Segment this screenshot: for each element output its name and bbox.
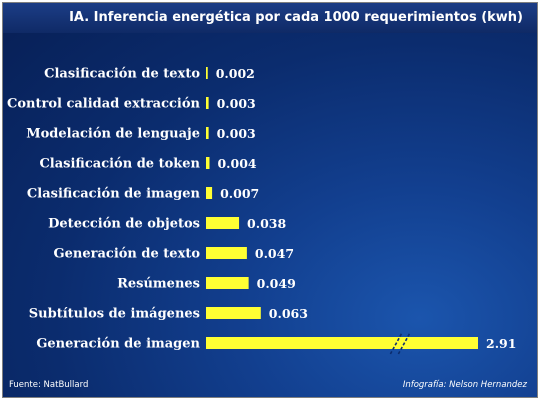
category-label: Modelación de lenguaje — [26, 127, 200, 142]
category-label: Subtítulos de imágenes — [29, 307, 200, 322]
category-label: Resúmenes — [117, 277, 200, 292]
category-label: Generación de imagen — [36, 337, 200, 352]
value-label: 0.004 — [217, 156, 256, 171]
value-label: 2.91 — [486, 336, 516, 351]
value-label: 0.007 — [220, 186, 259, 201]
bar — [206, 187, 213, 199]
category-label: Detección de objetos — [48, 217, 200, 232]
axis-break-mark — [389, 331, 404, 355]
category-label: Generación de texto — [54, 247, 201, 262]
value-label: 0.049 — [257, 276, 296, 291]
value-label: 0.002 — [216, 66, 255, 81]
title-band: IA. Inferencia energética por cada 1000 … — [3, 3, 537, 33]
bar — [206, 127, 209, 139]
bar — [206, 97, 209, 109]
category-label: Clasificación de token — [39, 157, 200, 172]
axis-break-mark — [397, 331, 412, 355]
category-label: Control calidad extracción — [7, 97, 201, 112]
bar — [206, 217, 240, 229]
chart-title: IA. Inferencia energética por cada 1000 … — [69, 10, 523, 25]
bar — [206, 277, 249, 289]
bar — [206, 307, 261, 319]
value-label: 0.038 — [247, 216, 286, 231]
bar-chart: Clasificación de texto 0.002 Control calid… — [7, 66, 516, 355]
footer-source: Fuente: NatBullard — [9, 380, 89, 390]
footer-credit: Infografía: Nelson Hernandez — [402, 380, 527, 390]
value-label: 0.003 — [217, 126, 256, 141]
bar — [206, 67, 208, 79]
value-label: 0.047 — [255, 246, 294, 261]
value-label: 0.063 — [269, 306, 308, 321]
bar — [206, 337, 478, 349]
category-label: Clasificación de texto — [44, 67, 200, 82]
category-label: Clasificación de imagen — [27, 187, 201, 202]
bar — [206, 247, 247, 259]
value-label: 0.003 — [217, 96, 256, 111]
bar — [206, 157, 210, 169]
